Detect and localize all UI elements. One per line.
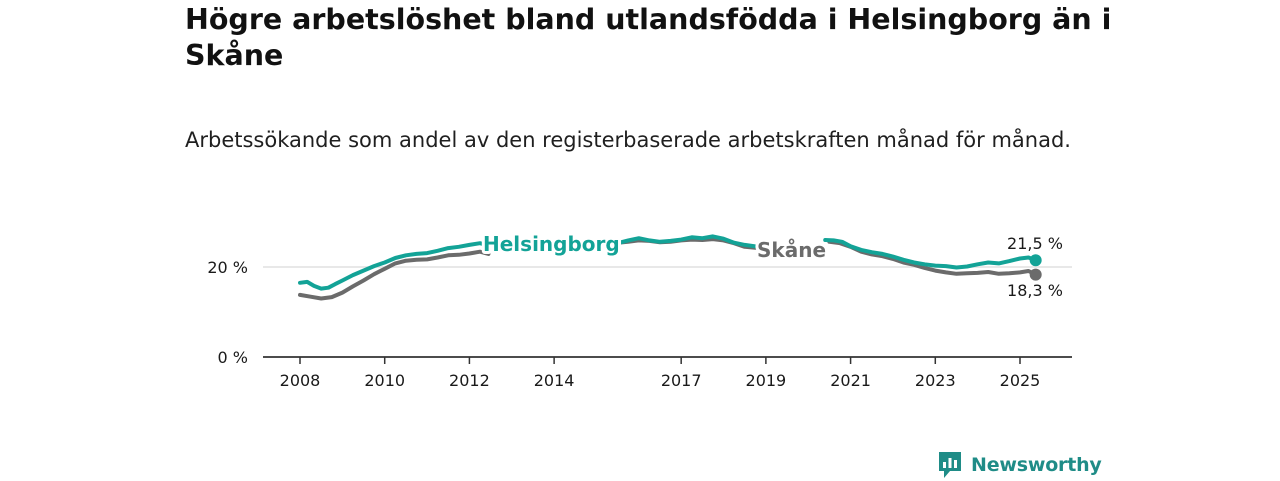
newsworthy-brand[interactable]: Newsworthy <box>937 449 1102 481</box>
end-value-label-skane: 18,3 % <box>1007 281 1063 300</box>
series-label-skane: Skåne <box>757 238 826 262</box>
series-line-helsingborg <box>823 238 1038 270</box>
newsworthy-logo-icon <box>939 452 961 478</box>
end-point-skane <box>1029 268 1042 281</box>
x-tick-label: 2017 <box>661 371 702 390</box>
x-tick-label: 2008 <box>280 371 321 390</box>
x-tick-label: 2014 <box>534 371 575 390</box>
x-tick-label: 2021 <box>830 371 871 390</box>
chart-title: Högre arbetslöshet bland utlandsfödda i … <box>185 3 1112 72</box>
end-value-label-helsingborg: 21,5 % <box>1007 234 1063 253</box>
series-line-helsingborg <box>609 234 758 249</box>
x-axis <box>263 356 1072 364</box>
series-line-skane <box>298 249 491 301</box>
chart-subtitle: Arbetssökande som andel av den registerb… <box>185 128 1071 152</box>
series-line-helsingborg <box>568 243 578 250</box>
series-line-helsingborg <box>298 241 489 291</box>
line-chart: 0 % 20 % 2008 2010 2012 2014 2017 2019 2021 2023… <box>207 229 1072 390</box>
brand-name: Newsworthy <box>971 454 1102 476</box>
x-tick-label: 2010 <box>364 371 405 390</box>
end-point-helsingborg <box>1029 254 1042 267</box>
series-labels: Helsingborg Skåne 21,5 % 18,3 % <box>480 229 1065 302</box>
series-line-skane <box>827 239 1038 277</box>
x-tick-label: 2012 <box>449 371 490 390</box>
x-axis-labels: 2008 2010 2012 2014 2017 2019 2021 2023 2025 <box>280 371 1041 390</box>
x-tick-label: 2023 <box>915 371 956 390</box>
series-lines <box>298 234 1042 301</box>
y-axis-labels: 0 % 20 % <box>207 258 248 367</box>
x-tick-label: 2019 <box>746 371 787 390</box>
x-tick-label: 2025 <box>1000 371 1041 390</box>
y-tick-label: 0 % <box>218 348 248 367</box>
series-label-helsingborg: Helsingborg <box>483 232 620 256</box>
y-tick-label: 20 % <box>207 258 248 277</box>
